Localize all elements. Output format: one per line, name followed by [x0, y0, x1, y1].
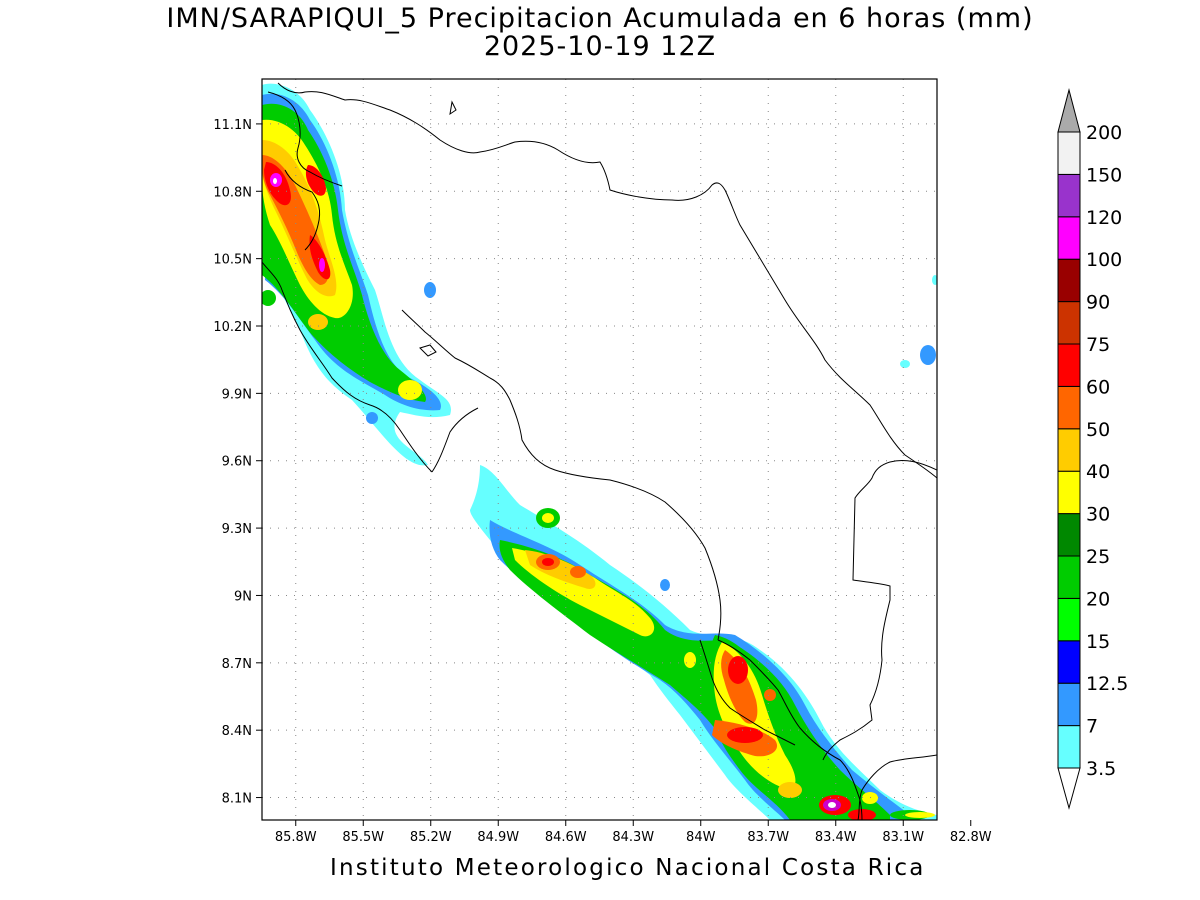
lon-tick-label: 85.8W [275, 830, 317, 845]
colorbar-legend: 3.5 7 12.5 15 20 25 30 40 50 60 75 90 100 120 150 200 [1057, 88, 1128, 810]
colorbar-label: 90 [1086, 292, 1110, 314]
colorbar-swatch [1057, 428, 1081, 472]
lat-tick-label: 9N [234, 589, 252, 604]
grid-lines [262, 79, 937, 820]
colorbar-label: 75 [1086, 334, 1110, 356]
lon-tick-label: 84.3W [612, 830, 654, 845]
colorbar-swatch [1057, 301, 1081, 345]
colorbar-label: 50 [1086, 419, 1110, 441]
colorbar-swatch [1057, 725, 1081, 769]
colorbar-swatch [1057, 640, 1081, 684]
colorbar-swatch [1057, 470, 1081, 515]
lon-tick-label: 85.2W [410, 830, 452, 845]
colorbar-label: 30 [1086, 504, 1110, 526]
plot-frame [261, 78, 938, 821]
colorbar-label: 7 [1086, 716, 1098, 738]
colorbar-swatch [1057, 682, 1081, 727]
lat-tick-label: 8.4N [222, 724, 252, 739]
lon-tick-label: 83.4W [815, 830, 857, 845]
lat-tick-label: 9.3N [222, 522, 252, 537]
lon-tick-label: 84.6W [545, 830, 587, 845]
axis-ticks [256, 123, 972, 826]
axis-labels: 85.8W 85.5W 85.2W 84.9W 84.6W 84.3W 84W 83.7W 83… [213, 118, 991, 845]
colorbar-over-arrow [1057, 88, 1081, 133]
lat-tick-label: 9.6N [222, 455, 252, 470]
footer-credit: Instituto Meteorologico Nacional Costa R… [330, 855, 926, 881]
lat-tick-label: 11.1N [213, 118, 252, 133]
colorbar-swatch [1057, 385, 1081, 430]
colorbar-swatch [1057, 343, 1081, 387]
coastline [262, 82, 937, 820]
lon-tick-label: 83.7W [747, 830, 789, 845]
colorbar-label: 20 [1086, 588, 1110, 610]
colorbar-label: 120 [1086, 207, 1122, 229]
colorbar-under-arrow [1057, 767, 1081, 810]
lat-tick-label: 8.1N [222, 792, 252, 807]
lon-tick-label: 82.8W [950, 830, 992, 845]
lat-tick-label: 9.9N [222, 387, 252, 402]
colorbar-swatch [1057, 513, 1081, 557]
colorbar-label: 25 [1086, 546, 1110, 568]
colorbar-label: 200 [1086, 122, 1122, 144]
colorbar-swatch [1057, 131, 1081, 175]
lat-tick-label: 8.7N [222, 657, 252, 672]
map-title: IMN/SARAPIQUI_5 Precipitacion Acumulada … [166, 3, 1034, 34]
lon-tick-label: 84W [686, 830, 716, 845]
colorbar-label: 40 [1086, 461, 1110, 483]
precipitation-field [262, 83, 937, 820]
colorbar-label: 15 [1086, 631, 1110, 653]
lon-tick-label: 84.9W [477, 830, 519, 845]
map-subtitle-date: 2025-10-19 12Z [483, 31, 717, 62]
colorbar-label: 100 [1086, 249, 1122, 271]
colorbar-label: 12.5 [1086, 673, 1128, 695]
colorbar-swatch [1057, 216, 1081, 260]
lat-tick-label: 10.5N [213, 253, 252, 268]
colorbar-swatch [1057, 173, 1081, 218]
lat-tick-label: 10.8N [213, 185, 252, 200]
colorbar-label: 3.5 [1086, 758, 1116, 780]
colorbar-swatch [1057, 555, 1081, 599]
lon-tick-label: 83.1W [882, 830, 924, 845]
colorbar-swatch [1057, 597, 1081, 642]
lon-tick-label: 85.5W [342, 830, 384, 845]
colorbar-swatch [1057, 258, 1081, 303]
colorbar-label: 150 [1086, 164, 1122, 186]
colorbar-label: 60 [1086, 376, 1110, 398]
lat-tick-label: 10.2N [213, 320, 252, 335]
